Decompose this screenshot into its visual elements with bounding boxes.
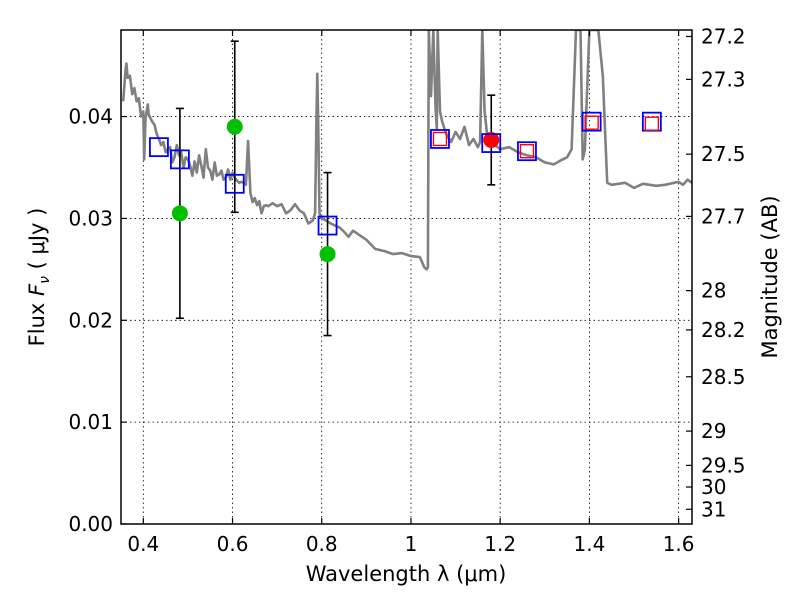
x-tick-label: 1.2 [484, 532, 516, 556]
y2-tick-label: 28.2 [701, 318, 746, 342]
y-tick-label: 0.02 [68, 308, 113, 332]
y2-tick-label: 28.5 [701, 365, 746, 389]
data-layer [121, 30, 692, 337]
label-layer: Wavelength λ (μm) Flux Fν ( μJy ) Magnit… [25, 195, 782, 586]
y-axis-label-suffix: ( μJy ) [25, 208, 49, 276]
y-tick-label: 0.03 [68, 206, 113, 230]
y2-tick-label: 29 [701, 419, 726, 443]
tick-layer: 0.4 0.6 0.8 1 1.2 1.4 1.6 0.00 0.01 0.02 0.03 0.04 2… [68, 24, 745, 556]
spectrum-line [121, 30, 692, 271]
x-axis-label: Wavelength λ (μm) [306, 562, 507, 586]
x-tick-label: 0.8 [306, 532, 338, 556]
limit-square [519, 144, 535, 159]
y2-tick-label: 29.5 [701, 453, 746, 477]
x-tick-label: 0.4 [127, 532, 159, 556]
x-tick-label: 1.6 [663, 532, 695, 556]
model-square [430, 129, 450, 149]
y-tick-label: 0.01 [68, 410, 113, 434]
y-axis-label-prefix: Flux [25, 296, 49, 346]
y-tick-label: 0.04 [68, 105, 113, 129]
green-point [319, 246, 336, 263]
y2-tick-label: 28 [701, 279, 726, 303]
model-square [581, 111, 602, 132]
model-square [149, 137, 169, 158]
y2-tick-label: 27.5 [701, 142, 746, 166]
y-axis-label-symbol: F [25, 283, 49, 296]
y-axis-label-subscript: ν [37, 276, 53, 284]
y2-tick-label: 27.2 [701, 24, 746, 48]
limit-square [432, 131, 448, 147]
y2-tick-label: 30 [701, 475, 726, 499]
green-point [226, 118, 243, 135]
x-tick-label: 0.6 [217, 532, 249, 556]
y-axis-label: Flux Fν ( μJy ) [25, 208, 53, 347]
clipped-data [121, 30, 692, 271]
limit-square [644, 116, 660, 131]
red-point [483, 132, 500, 149]
plot-frame [120, 29, 693, 525]
y2-axis-label: Magnitude (AB) [758, 195, 782, 358]
y2-tick-label: 31 [701, 497, 726, 521]
green-point [171, 205, 188, 222]
limit-square [584, 115, 599, 130]
model-square [224, 173, 245, 194]
model-square [317, 215, 338, 236]
model-square [169, 149, 190, 170]
grid-layer [121, 30, 692, 525]
y2-tick-label: 27.7 [701, 204, 746, 228]
model-square [481, 133, 502, 153]
x-tick-label: 1 [405, 532, 418, 556]
model-square [517, 141, 537, 162]
y2-tick-label: 27.3 [701, 67, 746, 91]
x-tick-label: 1.4 [573, 532, 605, 556]
y-tick-label: 0.00 [68, 512, 113, 536]
